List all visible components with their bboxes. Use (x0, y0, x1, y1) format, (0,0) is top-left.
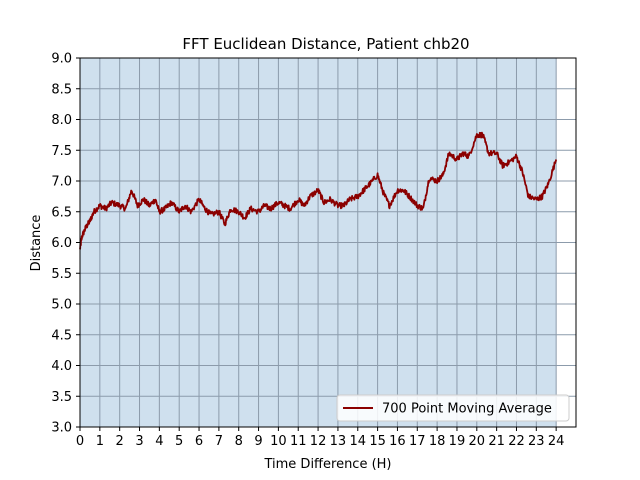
x-tick-label: 7 (215, 434, 223, 449)
x-tick-label: 20 (469, 434, 486, 449)
x-tick-label: 22 (508, 434, 525, 449)
x-tick-label: 1 (96, 434, 104, 449)
x-tick-label: 16 (389, 434, 406, 449)
x-tick-label: 10 (270, 434, 287, 449)
x-tick-label: 14 (349, 434, 366, 449)
x-tick-label: 19 (449, 434, 466, 449)
x-tick-label: 9 (254, 434, 262, 449)
x-tick-label: 12 (310, 434, 327, 449)
y-tick-label: 7.0 (51, 175, 72, 190)
y-tick-label: 3.0 (51, 421, 72, 436)
x-tick-label: 5 (175, 434, 183, 449)
y-tick-layer: 3.0 3.5 4.0 4.5 5.0 5.5 6.0 6.5 7.0 7.5 8.0 8.5 9.0 (51, 52, 80, 436)
x-tick-label: 17 (409, 434, 426, 449)
x-tick-label: 21 (488, 434, 505, 449)
y-tick-label: 3.5 (51, 390, 72, 405)
y-axis-label: Distance (29, 215, 44, 272)
x-tick-label: 15 (369, 434, 386, 449)
y-tick-label: 7.5 (51, 144, 72, 159)
legend-entry-label: 700 Point Moving Average (382, 402, 552, 417)
x-tick-label: 3 (135, 434, 143, 449)
y-tick-label: 9.0 (51, 52, 72, 67)
y-tick-label: 6.0 (51, 236, 72, 251)
x-tick-label: 23 (528, 434, 545, 449)
x-tick-label: 4 (155, 434, 163, 449)
y-tick-label: 5.5 (51, 267, 72, 282)
x-tick-layer: 0 1 2 3 4 5 6 7 8 9 10 11 12 13 14 15 16 17 18 19 20 21 22 23 24 (76, 427, 565, 449)
x-tick-label: 6 (195, 434, 203, 449)
series-line (79, 131, 558, 250)
x-axis-label: Time Difference (H) (263, 457, 391, 472)
x-tick-label: 11 (290, 434, 307, 449)
legend-box (336, 394, 570, 422)
x-tick-label: 0 (76, 434, 84, 449)
y-tick-label: 6.5 (51, 205, 72, 220)
y-tick-label: 4.0 (51, 359, 72, 374)
chart-title: FFT Euclidean Distance, Patient chb20 (182, 35, 469, 53)
y-tick-label: 8.0 (51, 113, 72, 128)
y-tick-label: 8.5 (51, 82, 72, 97)
y-tick-label: 4.5 (51, 328, 72, 343)
x-tick-label: 2 (116, 434, 124, 449)
legend: 700 Point Moving Average (336, 394, 570, 422)
x-tick-label: 13 (330, 434, 347, 449)
y-tick-label: 5.0 (51, 298, 72, 313)
x-tick-label: 24 (548, 434, 565, 449)
x-tick-label: 8 (235, 434, 243, 449)
series-layer (79, 131, 558, 250)
x-tick-label: 18 (429, 434, 446, 449)
